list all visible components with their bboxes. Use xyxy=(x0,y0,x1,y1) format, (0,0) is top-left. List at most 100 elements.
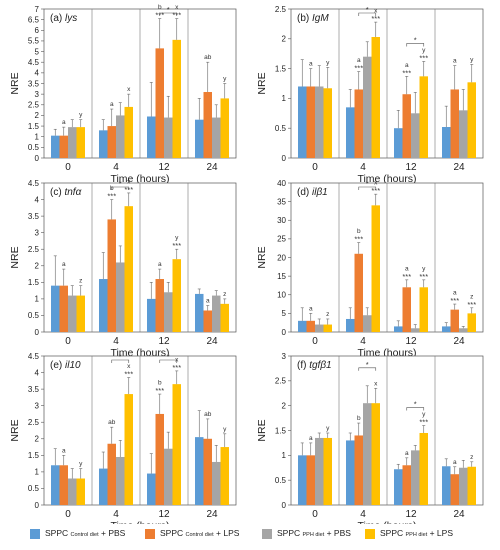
bar xyxy=(124,394,133,505)
bar xyxy=(411,113,420,158)
bar xyxy=(419,432,428,505)
y-tick-label: 4.5 xyxy=(28,179,40,188)
bar xyxy=(124,106,133,158)
significance-stars: *** xyxy=(419,272,428,281)
bracket-star: * xyxy=(119,179,122,188)
legend-text-tail: + PBS xyxy=(324,528,351,538)
y-tick-label: 2 xyxy=(35,262,40,271)
bar xyxy=(68,478,77,505)
y-tick-label: 3 xyxy=(35,228,40,237)
bar xyxy=(212,117,221,158)
comparison-bracket xyxy=(111,186,130,190)
bar xyxy=(394,469,403,505)
significance-letter: a xyxy=(62,261,66,268)
panel-letter: (a) xyxy=(50,13,65,24)
chart-panel-1: 0 0.5 1 1.5 2 2.5 0 4 12 24 Time (hours) NRE (b) IgM… xyxy=(256,5,484,185)
y-tick-label: 1.5 xyxy=(275,64,287,73)
y-tick-label: 0 xyxy=(35,328,40,337)
panel-title: (d) ilβ1 xyxy=(297,187,328,198)
x-tick-label: 4 xyxy=(113,162,119,173)
bar xyxy=(442,127,451,158)
x-tick-label: 24 xyxy=(206,509,218,520)
bar xyxy=(442,466,451,505)
significance-letter: z xyxy=(223,291,226,298)
significance-stars: *** xyxy=(419,53,428,62)
significance-letter: a xyxy=(110,101,114,108)
gene-name: ilβ1 xyxy=(312,187,328,198)
significance-stars: *** xyxy=(155,386,164,395)
bar xyxy=(220,303,229,332)
y-tick-label: 2 xyxy=(35,111,40,120)
significance-letter: y xyxy=(470,56,474,63)
y-axis-label: NRE xyxy=(9,72,21,94)
significance-stars: *** xyxy=(371,186,380,195)
y-tick-label: 2.5 xyxy=(28,245,40,254)
panel-title: (f) tgfβ1 xyxy=(297,360,332,371)
significance-letter: a xyxy=(405,450,409,457)
bar xyxy=(442,326,451,332)
bar xyxy=(172,384,181,505)
bar xyxy=(107,126,116,158)
y-tick-label: 1 xyxy=(35,295,40,304)
bracket-star: * xyxy=(366,5,369,14)
panel-letter: (f) xyxy=(297,360,309,371)
y-tick-label: 3 xyxy=(35,90,40,99)
x-tick-label: 4 xyxy=(360,162,366,173)
bar xyxy=(371,403,380,505)
bar xyxy=(124,206,133,332)
bar xyxy=(323,437,332,505)
gene-name: il10 xyxy=(65,360,81,371)
significance-letter: a xyxy=(453,290,457,297)
gene-name: tnfα xyxy=(64,187,81,198)
bar xyxy=(354,89,363,158)
bracket-star: * xyxy=(119,352,122,361)
significance-letter: y xyxy=(422,411,426,418)
bar xyxy=(467,466,476,505)
panel-letter: (b) xyxy=(297,13,312,24)
significance-letter: x xyxy=(374,180,378,187)
x-axis-label: Time (hours) xyxy=(357,173,416,185)
panel-letter: (e) xyxy=(50,360,65,371)
x-tick-label: 12 xyxy=(158,162,170,173)
y-axis-label: NRE xyxy=(256,419,268,441)
x-tick-label: 12 xyxy=(158,509,170,520)
bar xyxy=(116,456,125,505)
bar xyxy=(59,465,68,505)
x-tick-label: 12 xyxy=(158,336,170,347)
bracket-star: * xyxy=(366,179,369,188)
significance-letter: b xyxy=(357,415,361,422)
x-tick-label: 0 xyxy=(312,509,318,520)
x-tick-label: 0 xyxy=(65,336,71,347)
bar xyxy=(195,293,204,332)
y-tick-label: 0 xyxy=(282,154,287,163)
bracket-star: * xyxy=(414,35,417,44)
bar xyxy=(306,86,315,158)
significance-letter: ab xyxy=(204,411,212,418)
significance-stars: *** xyxy=(354,64,363,73)
bar xyxy=(402,287,411,332)
y-tick-label: 2.5 xyxy=(28,418,40,427)
legend-text-tail: + PBS xyxy=(98,528,126,538)
x-tick-label: 24 xyxy=(453,509,465,520)
bar xyxy=(51,465,60,505)
significance-letter: b xyxy=(158,4,162,11)
significance-stars: *** xyxy=(419,418,428,427)
significance-letter: a xyxy=(62,447,66,454)
y-tick-label: 25 xyxy=(277,235,286,244)
bar xyxy=(315,86,324,158)
panel-letter: (d) xyxy=(297,187,312,198)
bar xyxy=(354,253,363,332)
figure-panels: 00.511.522.533.544.555.566.570 4 12 24Time … xyxy=(9,4,484,524)
bar xyxy=(76,478,85,505)
significance-letter: x xyxy=(374,8,378,15)
comparison-bracket xyxy=(358,367,377,371)
bracket-star: * xyxy=(366,360,369,369)
comparison-bracket xyxy=(159,12,178,16)
y-tick-label: 20 xyxy=(277,253,286,262)
bar xyxy=(459,328,468,332)
y-tick-label: 0.5 xyxy=(28,484,40,493)
y-tick-label: 1.5 xyxy=(28,451,40,460)
bar xyxy=(346,318,355,332)
bracket-star: * xyxy=(414,400,417,409)
x-tick-label: 4 xyxy=(360,509,366,520)
